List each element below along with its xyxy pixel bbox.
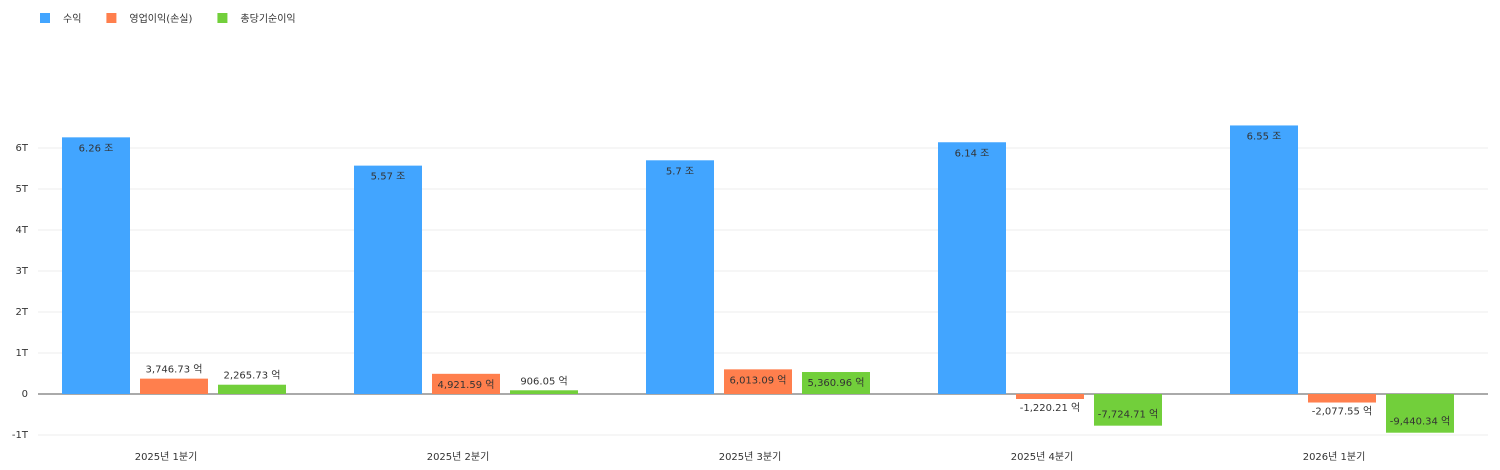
value-label: 3,746.73 억	[146, 364, 203, 376]
bar	[218, 384, 286, 394]
bar	[140, 378, 208, 394]
x-tick-label: 2025년 3분기	[719, 451, 782, 463]
bar	[510, 390, 578, 394]
x-tick-label: 2026년 1분기	[1303, 451, 1366, 463]
value-label: 5,360.96 억	[808, 377, 865, 389]
y-tick-label: 5T	[16, 184, 29, 195]
y-tick-label: -1T	[12, 430, 29, 441]
bar	[802, 372, 870, 394]
value-label: 6.55 조	[1247, 131, 1282, 142]
y-tick-label: 6T	[16, 143, 29, 154]
x-tick-label: 2025년 2분기	[427, 451, 490, 463]
y-tick-label: 1T	[16, 348, 29, 359]
bar	[646, 160, 714, 394]
value-label: -7,724.71 억	[1098, 409, 1159, 421]
value-label: 906.05 억	[520, 375, 567, 387]
bar	[62, 137, 130, 394]
y-tick-label: 0	[22, 389, 28, 400]
bar	[724, 369, 792, 394]
legend-label: 총당기순이익	[240, 13, 295, 25]
legend-swatch	[106, 13, 117, 23]
value-label: 6.14 조	[955, 148, 990, 159]
legend-label: 영업이익(손실)	[129, 12, 192, 25]
y-tick-label: 3T	[16, 266, 29, 277]
legend-swatch	[217, 13, 228, 23]
bar	[432, 373, 500, 394]
value-label: 2,265.73 억	[224, 370, 281, 382]
bar	[938, 142, 1006, 394]
legend-label: 수익	[63, 13, 81, 25]
value-label: 5.7 조	[666, 166, 694, 177]
value-label: 6,013.09 억	[730, 374, 787, 386]
bar	[354, 165, 422, 394]
legend-swatch	[40, 13, 50, 23]
value-label: 6.26 조	[79, 143, 114, 154]
value-label: -9,440.34 억	[1390, 416, 1451, 428]
bar	[1016, 394, 1084, 400]
bar	[1230, 125, 1298, 394]
value-label: -2,077.55 억	[1312, 406, 1373, 418]
bar	[1308, 394, 1376, 403]
bar	[1386, 394, 1454, 433]
x-tick-label: 2025년 4분기	[1011, 451, 1074, 463]
x-tick-label: 2025년 1분기	[135, 451, 198, 463]
y-tick-label: 4T	[16, 225, 29, 236]
value-label: -1,220.21 억	[1020, 402, 1081, 414]
value-label: 5.57 조	[371, 172, 406, 183]
y-tick-label: 2T	[16, 307, 29, 318]
value-label: 4,921.59 억	[438, 379, 495, 391]
bar	[1094, 394, 1162, 426]
